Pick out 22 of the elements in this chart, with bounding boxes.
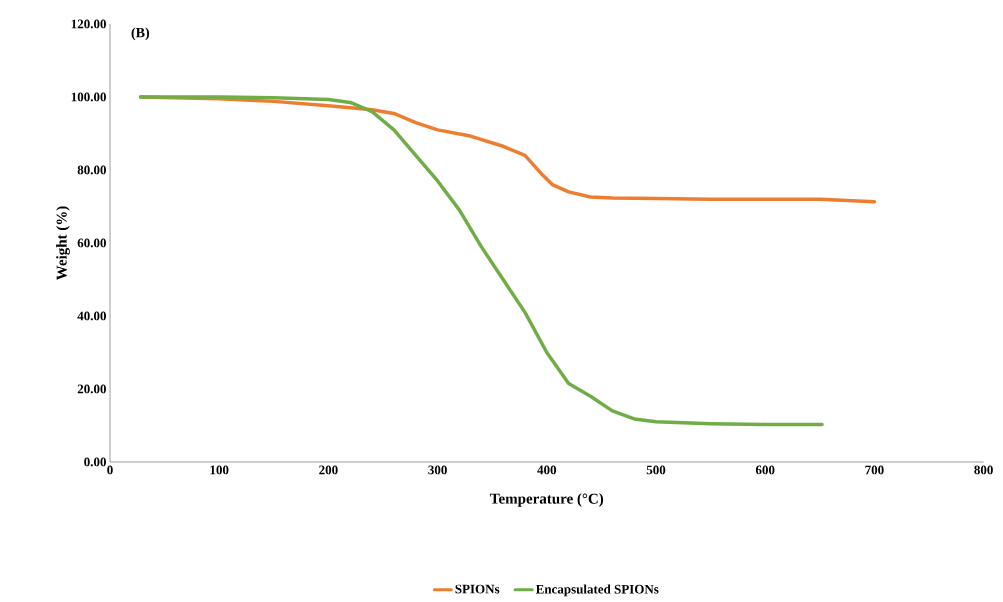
y-tick-label: 100.00 [71,92,106,102]
y-tick-label: 80.00 [77,165,106,175]
y-tick-label: 40.00 [77,311,106,321]
x-tick-label: 800 [974,465,993,475]
x-tick-label: 300 [428,465,447,475]
y-tick-label: 120.00 [71,19,106,29]
legend-label: SPIONs [455,584,500,594]
x-tick-label: 100 [210,465,229,475]
x-axis-title: Temperature (°C) [490,493,604,507]
x-tick-label: 600 [755,465,775,475]
y-tick-label: 20.00 [77,384,106,394]
line-series [138,95,824,427]
y-tick-label: 0.00 [84,457,106,467]
x-tick-label: 700 [865,465,884,475]
y-axis-title: Weight (%) [56,206,70,281]
chart-title: (B) [131,27,150,41]
x-tick-label: 200 [319,465,338,475]
legend-label: Encapsulated SPIONs [535,584,659,597]
x-tick-label: 400 [537,465,557,475]
x-tick-label: 500 [646,465,666,475]
x-tick-label: 0 [107,465,113,475]
y-tick-label: 60.00 [77,238,106,248]
